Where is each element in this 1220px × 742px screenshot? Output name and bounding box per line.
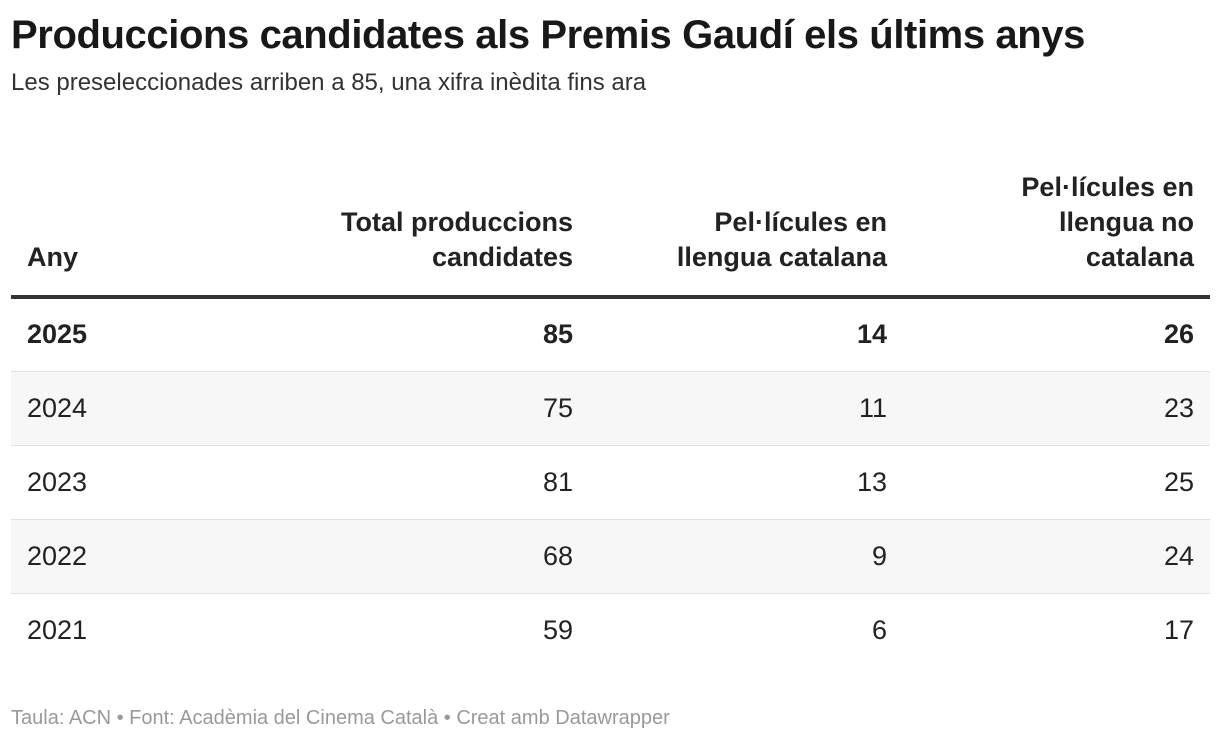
column-header-catalan[interactable]: Pel·lícules en llengua catalana bbox=[589, 170, 903, 299]
cell-non-catalan: 24 bbox=[903, 519, 1210, 594]
column-header-total[interactable]: Total produccions candidates bbox=[211, 170, 589, 299]
table-row: 2022 68 9 24 bbox=[11, 519, 1210, 594]
column-header-label: Total produccions candidates bbox=[340, 207, 573, 272]
cell-total: 59 bbox=[542, 614, 573, 645]
cell-total: 75 bbox=[211, 371, 589, 446]
cell-year: 2021 bbox=[27, 614, 88, 645]
cell-non-catalan: 25 bbox=[903, 445, 1210, 520]
cell-catalan: 9 bbox=[589, 519, 903, 594]
chart-subtitle: Les preseleccionades arriben a 85, una x… bbox=[11, 69, 647, 96]
chart-footer: Taula: ACN • Font: Acadèmia del Cinema C… bbox=[11, 707, 670, 729]
column-header-non-catalan[interactable]: Pel·lícules en llengua no catalana bbox=[903, 170, 1210, 299]
cell-total: 81 bbox=[211, 445, 589, 520]
cell-non-catalan: 26 bbox=[903, 297, 1210, 372]
table-row: 2023 81 13 25 bbox=[11, 445, 1210, 520]
cell-total: 68 bbox=[211, 519, 589, 594]
cell-year: 2023 bbox=[11, 445, 211, 520]
cell-catalan: 6 bbox=[871, 614, 887, 645]
cell-non-catalan: 17 bbox=[1163, 614, 1194, 645]
cell-catalan: 11 bbox=[589, 371, 903, 446]
cell-year: 2022 bbox=[11, 519, 211, 594]
data-table: Any Total produccions candidates Pel·líc… bbox=[11, 170, 1210, 667]
cell-year: 2024 bbox=[11, 371, 211, 446]
chart-title: Produccions candidates als Premis Gaudí … bbox=[11, 13, 1085, 57]
table-body: 2025 85 14 26 2024 75 11 23 2023 81 13 25 2022 68 9 24 2… bbox=[11, 297, 1210, 667]
cell-catalan: 13 bbox=[589, 445, 903, 520]
table-header: Any Total produccions candidates Pel·líc… bbox=[11, 170, 1210, 299]
table-row: 2025 85 14 26 bbox=[11, 297, 1210, 372]
cell-non-catalan: 23 bbox=[903, 371, 1210, 446]
chart-container: Produccions candidates als Premis Gaudí … bbox=[11, 10, 1210, 645]
header-row: Any Total produccions candidates Pel·líc… bbox=[11, 170, 1210, 299]
table-row: 2024 75 11 23 bbox=[11, 371, 1210, 446]
cell-total: 85 bbox=[211, 297, 589, 372]
column-header-label: Any bbox=[27, 242, 79, 272]
column-header-label: Pel·lícules en llengua no catalana bbox=[1021, 172, 1194, 272]
column-header-year[interactable]: Any bbox=[11, 170, 211, 299]
cell-year: 2025 bbox=[11, 297, 211, 372]
cell-catalan: 14 bbox=[589, 297, 903, 372]
table-row: 2021 59 6 17 bbox=[11, 593, 1210, 667]
column-header-label: Pel·lícules en llengua catalana bbox=[676, 207, 887, 272]
